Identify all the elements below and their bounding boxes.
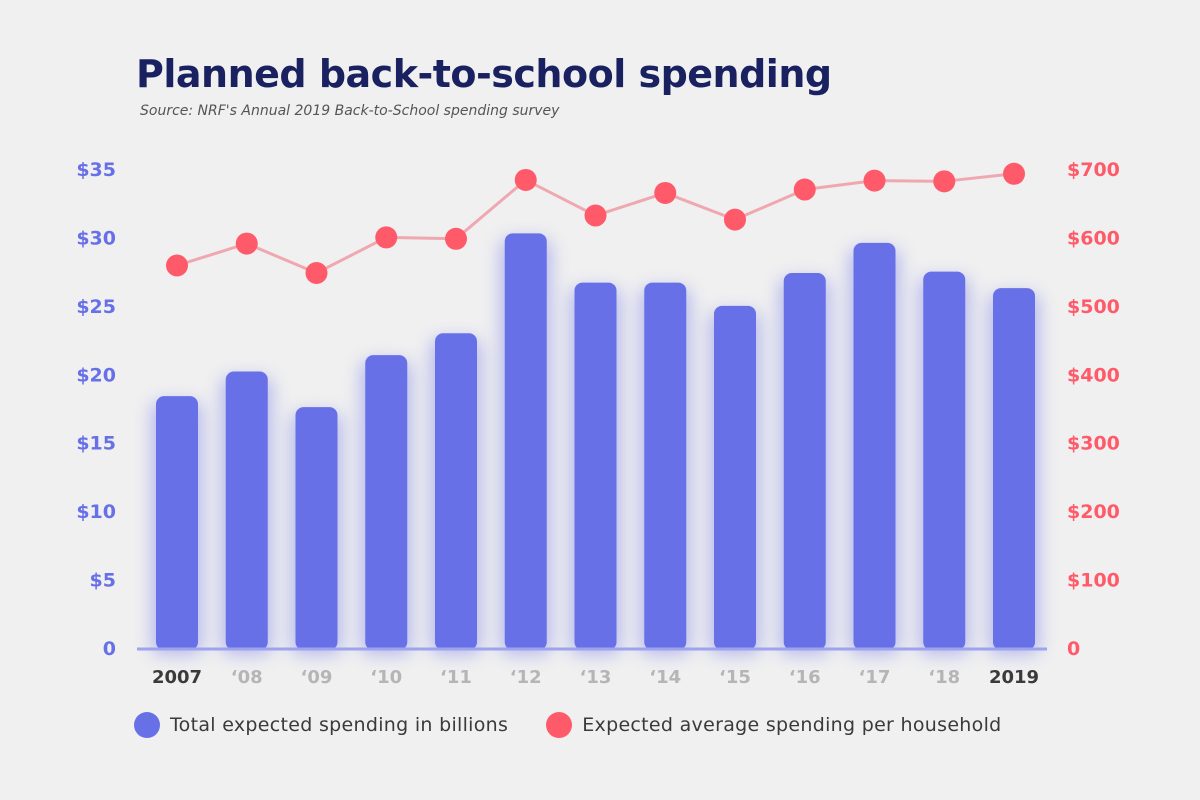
right-axis-tick-label: $700: [1067, 159, 1120, 181]
bar: [923, 271, 966, 650]
bar: [225, 371, 268, 650]
right-axis-tick-label: $200: [1067, 501, 1120, 523]
bar: [435, 333, 477, 650]
right-axis-tick-label: $100: [1067, 570, 1120, 592]
category-label: ‘11: [440, 667, 472, 688]
category-label: ‘12: [510, 667, 542, 688]
bar: [156, 396, 198, 650]
household-spending-point: [514, 168, 537, 191]
left-axis-tick-label: 0: [103, 638, 116, 660]
category-label: ‘14: [649, 667, 681, 688]
household-spending-point: [724, 208, 746, 231]
household-spending-point: [235, 232, 258, 255]
legend-swatch-line: [546, 712, 573, 738]
bar: [853, 242, 896, 650]
legend-item-household: Expected average spending per household: [546, 712, 1001, 738]
bar: [295, 407, 338, 650]
category-label: ‘18: [928, 667, 960, 688]
category-label: ‘10: [370, 667, 402, 688]
legend-item-total: Total expected spending in billions: [134, 712, 508, 738]
category-label: ‘13: [580, 667, 612, 688]
household-spending-point: [793, 178, 816, 201]
household-spending-point: [305, 262, 328, 285]
bar: [644, 282, 687, 650]
right-axis-tick-label: 0: [1067, 638, 1080, 660]
category-label: ‘16: [789, 667, 821, 688]
chart-subtitle: Source: NRF's Annual 2019 Back-to-School…: [140, 103, 560, 119]
right-axis-tick-label: $400: [1067, 364, 1120, 386]
category-label: ‘15: [719, 667, 751, 688]
household-spending-point: [166, 254, 188, 277]
bar: [714, 305, 756, 650]
category-label: ‘08: [231, 667, 263, 688]
household-spending-point: [863, 169, 886, 192]
category-label: ‘17: [859, 667, 891, 688]
category-label: 2019: [989, 667, 1039, 688]
bar: [365, 355, 408, 650]
category-label: 2007: [152, 667, 202, 688]
household-spending-point: [654, 181, 677, 204]
household-spending-point: [375, 226, 398, 249]
left-axis-tick-label: $35: [76, 159, 116, 181]
legend: Total expected spending in billions Expe…: [134, 712, 1002, 738]
household-spending-point: [933, 170, 956, 193]
bar: [783, 273, 826, 650]
household-spending-point: [445, 227, 467, 250]
bar: [504, 233, 547, 650]
right-axis-tick-label: $500: [1067, 296, 1120, 318]
left-axis-tick-label: $25: [76, 296, 116, 318]
left-axis-tick-label: $15: [76, 433, 116, 455]
legend-swatch-bar: [134, 712, 160, 738]
bar: [574, 282, 617, 650]
left-axis-tick-label: $30: [76, 227, 116, 249]
right-axis-tick-label: $300: [1067, 433, 1120, 455]
left-axis-tick-label: $20: [76, 364, 116, 386]
category-label: ‘09: [301, 667, 333, 688]
household-spending-point: [584, 204, 607, 227]
bar: [993, 288, 1035, 650]
right-axis-tick-label: $600: [1067, 227, 1120, 249]
chart-title: Planned back-to-school spending: [136, 52, 832, 96]
left-axis-tick-label: $5: [90, 570, 116, 592]
left-axis-tick-label: $10: [76, 501, 116, 523]
legend-label-household: Expected average spending per household: [582, 714, 1002, 736]
legend-label-total: Total expected spending in billions: [170, 714, 509, 736]
household-spending-point: [1003, 162, 1025, 185]
